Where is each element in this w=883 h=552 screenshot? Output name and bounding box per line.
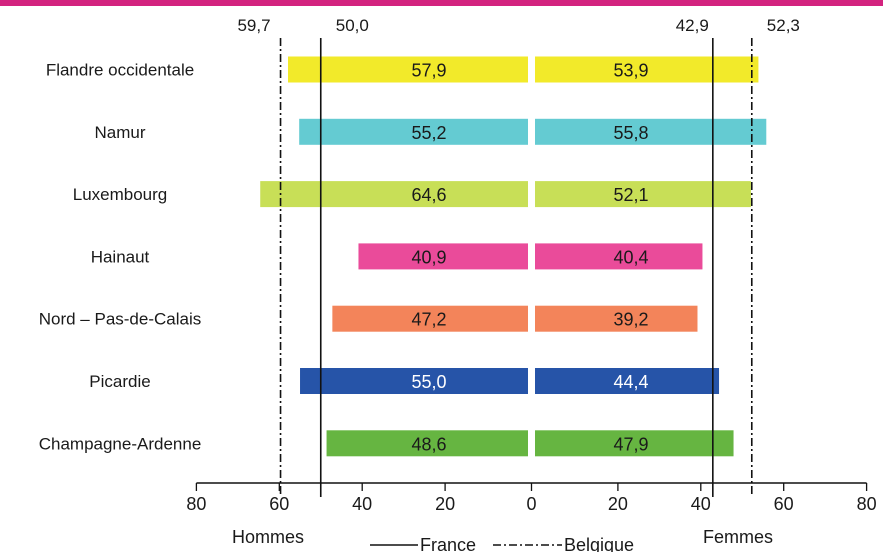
data-label-femmes: 47,9 bbox=[613, 434, 648, 454]
top-accent-bar bbox=[0, 0, 883, 6]
data-label-hommes: 47,2 bbox=[411, 310, 446, 330]
x-tick-label: 0 bbox=[526, 494, 536, 514]
x-tick-label: 60 bbox=[774, 494, 794, 514]
bar-hommes bbox=[332, 305, 528, 332]
reference-value-label: 59,7 bbox=[237, 16, 270, 35]
category-label: Hainaut bbox=[91, 247, 150, 266]
bar-hommes bbox=[288, 56, 528, 83]
bar-femmes bbox=[535, 56, 759, 83]
bar-hommes bbox=[300, 368, 528, 394]
x-tick-label: 20 bbox=[608, 494, 628, 514]
data-label-hommes: 64,6 bbox=[411, 185, 446, 205]
x-tick-label: 60 bbox=[269, 494, 289, 514]
data-label-hommes: 57,9 bbox=[411, 61, 446, 81]
data-label-femmes: 52,1 bbox=[613, 185, 648, 205]
category-label: Picardie bbox=[89, 372, 150, 391]
data-label-femmes: 55,8 bbox=[613, 123, 648, 143]
reference-value-label: 42,9 bbox=[676, 16, 709, 35]
category-label: Flandre occidentale bbox=[46, 61, 194, 80]
axis-title-hommes: Hommes bbox=[232, 527, 304, 547]
category-label: Nord – Pas-de-Calais bbox=[39, 310, 202, 329]
bar-femmes bbox=[535, 118, 767, 145]
bar-hommes bbox=[299, 118, 528, 145]
x-tick-label: 80 bbox=[857, 494, 877, 514]
legend-label-france: France bbox=[420, 535, 476, 552]
data-label-femmes: 44,4 bbox=[613, 372, 648, 392]
data-label-femmes: 53,9 bbox=[613, 61, 648, 81]
bar-hommes bbox=[358, 243, 528, 270]
data-label-femmes: 40,4 bbox=[613, 247, 648, 267]
x-tick-label: 40 bbox=[352, 494, 372, 514]
category-label: Namur bbox=[94, 123, 145, 142]
bar-femmes bbox=[535, 305, 698, 332]
legend-label-belgique: Belgique bbox=[564, 535, 634, 552]
axis-title-femmes: Femmes bbox=[703, 527, 773, 547]
bar-femmes bbox=[535, 368, 720, 394]
data-label-hommes: 55,0 bbox=[411, 372, 446, 392]
bar-hommes bbox=[260, 181, 528, 208]
data-label-hommes: 48,6 bbox=[411, 434, 446, 454]
x-tick-label: 40 bbox=[691, 494, 711, 514]
bar-hommes bbox=[326, 430, 528, 457]
category-label: Champagne-Ardenne bbox=[39, 434, 202, 453]
data-label-hommes: 40,9 bbox=[411, 247, 446, 267]
x-tick-label: 80 bbox=[186, 494, 206, 514]
bar-femmes bbox=[535, 181, 751, 208]
data-label-hommes: 55,2 bbox=[411, 123, 446, 143]
reference-value-label: 50,0 bbox=[336, 16, 369, 35]
x-tick-label: 20 bbox=[435, 494, 455, 514]
bar-femmes bbox=[535, 243, 703, 270]
bar-femmes bbox=[535, 430, 734, 457]
data-label-femmes: 39,2 bbox=[613, 310, 648, 330]
category-label: Luxembourg bbox=[73, 185, 168, 204]
reference-value-label: 52,3 bbox=[767, 16, 800, 35]
